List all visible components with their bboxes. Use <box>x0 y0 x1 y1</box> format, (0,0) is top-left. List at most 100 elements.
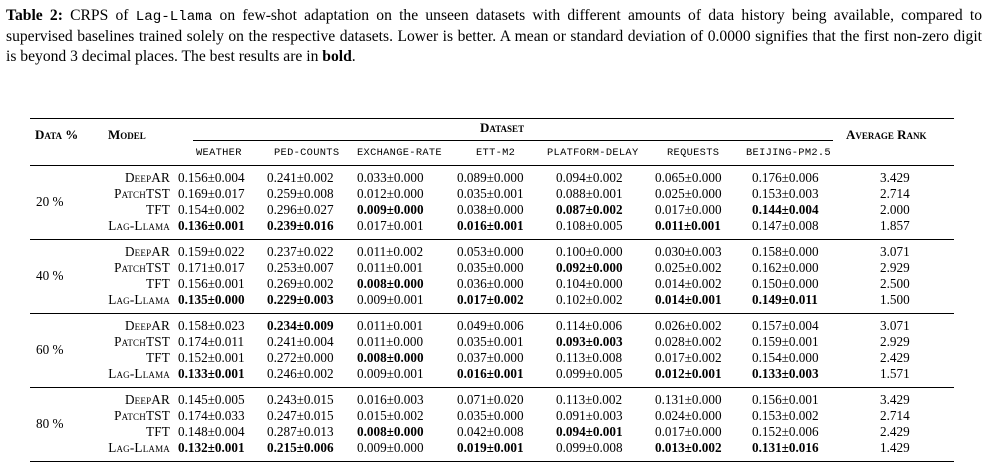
crps-cell: 0.017±0.000 <box>655 424 722 439</box>
average-rank-cell: 2.429 <box>880 350 910 365</box>
crps-cell: 0.144±0.004 <box>752 202 819 217</box>
crps-cell: 0.171±0.017 <box>178 260 245 275</box>
model-name: DeepAR <box>124 318 170 333</box>
crps-cell: 0.017±0.002 <box>457 292 524 307</box>
crps-cell: 0.239±0.016 <box>267 218 334 233</box>
table-row: TFT 0.148±0.004 0.287±0.013 0.008±0.000 0.04… <box>0 424 988 440</box>
table-row: TFT 0.156±0.001 0.269±0.002 0.008±0.000 0.03… <box>0 276 988 292</box>
average-rank-cell: 2.429 <box>880 424 910 439</box>
model-name: Lag-Llama <box>108 366 170 381</box>
crps-cell: 0.008±0.000 <box>357 276 424 291</box>
average-rank-cell: 2.929 <box>880 260 910 275</box>
crps-cell: 0.241±0.004 <box>267 334 334 349</box>
crps-cell: 0.131±0.016 <box>752 440 819 455</box>
table-row: DeepAR 0.145±0.005 0.243±0.015 0.016±0.003 0… <box>0 392 988 408</box>
crps-cell: 0.099±0.005 <box>556 366 623 381</box>
crps-cell: 0.136±0.001 <box>178 218 245 233</box>
crps-cell: 0.094±0.002 <box>556 170 623 185</box>
crps-cell: 0.011±0.001 <box>357 318 424 333</box>
crps-cell: 0.133±0.001 <box>178 366 245 381</box>
crps-cell: 0.065±0.000 <box>655 170 722 185</box>
header-model: Model <box>108 127 146 142</box>
crps-cell: 0.025±0.000 <box>655 186 722 201</box>
crps-cell: 0.017±0.000 <box>655 202 722 217</box>
model-name: DeepAR <box>124 392 170 407</box>
crps-cell: 0.153±0.003 <box>752 186 819 201</box>
model-name: PatchTST <box>114 408 170 423</box>
crps-cell: 0.229±0.003 <box>267 292 334 307</box>
average-rank-cell: 2.929 <box>880 334 910 349</box>
crps-cell: 0.156±0.001 <box>752 392 819 407</box>
crps-cell: 0.149±0.011 <box>752 292 818 307</box>
group-separator <box>30 239 954 240</box>
crps-cell: 0.156±0.001 <box>178 276 245 291</box>
crps-cell: 0.296±0.027 <box>267 202 334 217</box>
crps-cell: 0.035±0.000 <box>457 260 524 275</box>
crps-cell: 0.153±0.002 <box>752 408 819 423</box>
crps-cell: 0.243±0.015 <box>267 392 334 407</box>
crps-cell: 0.113±0.002 <box>556 392 623 407</box>
crps-cell: 0.114±0.006 <box>556 318 623 333</box>
crps-cell: 0.014±0.001 <box>655 292 722 307</box>
caption-end: . <box>351 48 356 65</box>
average-rank-cell: 1.500 <box>880 292 910 307</box>
crps-cell: 0.162±0.000 <box>752 260 819 275</box>
header-avg-rank: Average Rank <box>846 127 927 142</box>
crps-cell: 0.035±0.000 <box>457 408 524 423</box>
average-rank-cell: 1.857 <box>880 218 910 233</box>
header-dataset: Dataset <box>480 120 525 135</box>
crps-cell: 0.089±0.000 <box>457 170 524 185</box>
crps-cell: 0.011±0.002 <box>357 244 424 259</box>
crps-cell: 0.014±0.002 <box>655 276 722 291</box>
data-pct-label: 40 % <box>36 268 64 283</box>
bottom-rule <box>30 461 954 463</box>
col-header-requests: REQUESTS <box>667 147 720 159</box>
top-rule <box>30 118 954 120</box>
crps-cell: 0.038±0.000 <box>457 202 524 217</box>
average-rank-cell: 3.429 <box>880 392 910 407</box>
model-name: PatchTST <box>114 186 170 201</box>
average-rank-cell: 3.071 <box>880 244 910 259</box>
crps-cell: 0.091±0.003 <box>556 408 623 423</box>
crps-cell: 0.008±0.000 <box>357 424 424 439</box>
model-name: DeepAR <box>124 244 170 259</box>
crps-cell: 0.234±0.009 <box>267 318 334 333</box>
crps-cell: 0.016±0.001 <box>457 218 524 233</box>
crps-cell: 0.152±0.001 <box>178 350 245 365</box>
crps-cell: 0.093±0.003 <box>556 334 623 349</box>
average-rank-cell: 1.429 <box>880 440 910 455</box>
crps-cell: 0.253±0.007 <box>267 260 334 275</box>
table-row: Lag-Llama 0.133±0.001 0.246±0.002 0.009±0.0… <box>0 366 988 382</box>
crps-cell: 0.156±0.004 <box>178 170 245 185</box>
caption-text-before: CRPS of <box>70 7 129 24</box>
crps-cell: 0.049±0.006 <box>457 318 524 333</box>
crps-cell: 0.024±0.000 <box>655 408 722 423</box>
crps-cell: 0.135±0.000 <box>178 292 245 307</box>
crps-cell: 0.150±0.000 <box>752 276 819 291</box>
average-rank-cell: 2.500 <box>880 276 910 291</box>
crps-cell: 0.154±0.000 <box>752 350 819 365</box>
model-name: TFT <box>145 202 170 217</box>
header-data-pct: Data % <box>35 127 79 142</box>
col-header-ett-m2: ETT-M2 <box>476 147 516 159</box>
crps-cell: 0.269±0.002 <box>267 276 334 291</box>
crps-cell: 0.011±0.001 <box>357 260 424 275</box>
crps-cell: 0.113±0.008 <box>556 350 623 365</box>
crps-cell: 0.015±0.002 <box>357 408 424 423</box>
table-row: PatchTST 0.169±0.017 0.259±0.008 0.012±0.00… <box>0 186 988 202</box>
crps-cell: 0.012±0.001 <box>655 366 722 381</box>
crps-cell: 0.011±0.001 <box>655 218 721 233</box>
crps-cell: 0.174±0.011 <box>178 334 245 349</box>
table-row: PatchTST 0.174±0.033 0.247±0.015 0.015±0.00… <box>0 408 988 424</box>
crps-cell: 0.100±0.000 <box>556 244 623 259</box>
crps-cell: 0.030±0.003 <box>655 244 722 259</box>
data-pct-label: 20 % <box>36 194 64 209</box>
model-name: PatchTST <box>114 334 170 349</box>
crps-cell: 0.019±0.001 <box>457 440 524 455</box>
data-pct-label: 80 % <box>36 416 64 431</box>
model-name: Lag-Llama <box>108 440 170 455</box>
crps-cell: 0.016±0.003 <box>357 392 424 407</box>
crps-cell: 0.158±0.023 <box>178 318 245 333</box>
crps-cell: 0.154±0.002 <box>178 202 245 217</box>
crps-cell: 0.016±0.001 <box>457 366 524 381</box>
